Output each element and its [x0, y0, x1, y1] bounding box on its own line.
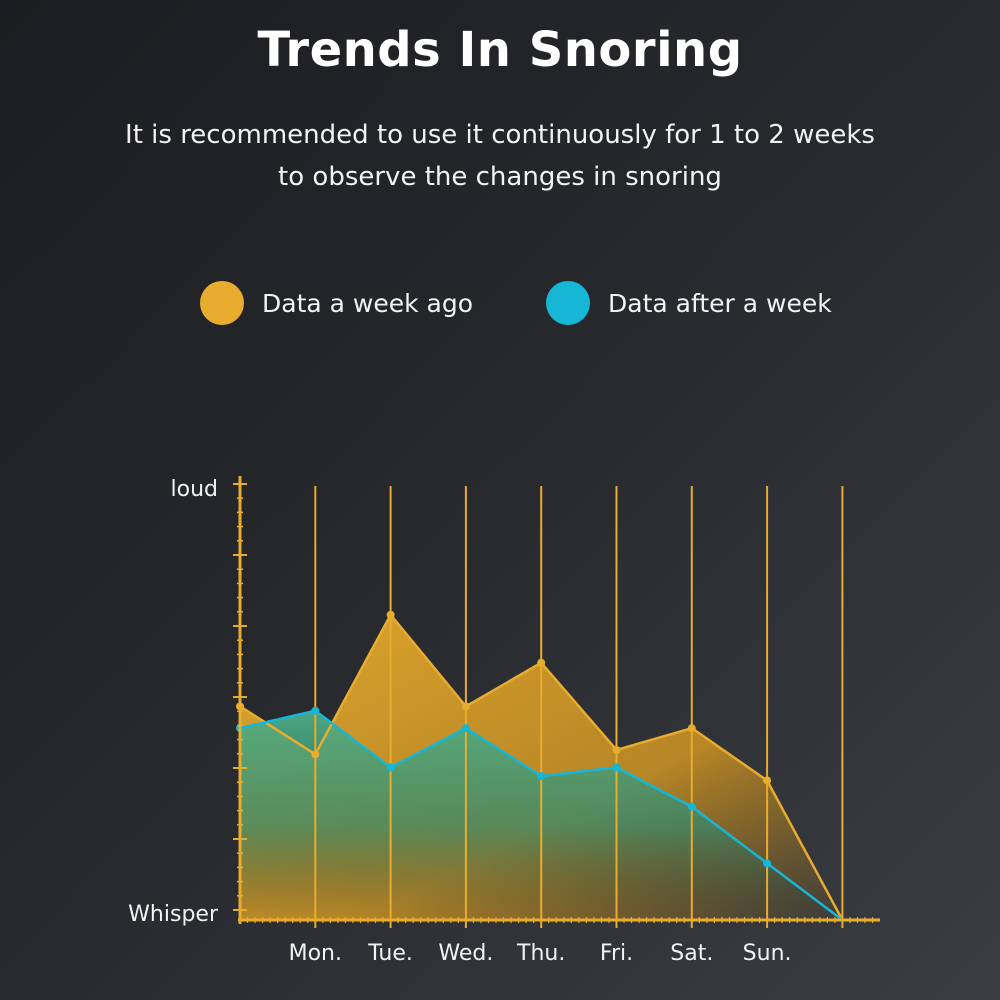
legend-swatch-before — [200, 281, 244, 325]
chart-axes — [233, 476, 880, 924]
x-tick-label-6: Sun. — [743, 941, 792, 966]
series-0-point-2 — [386, 610, 395, 619]
legend-label-before: Data a week ago — [262, 288, 474, 318]
series-1-point-5 — [612, 763, 621, 772]
y-axis-top-label: loud — [171, 477, 218, 502]
page-subtitle: It is recommended to use it continuously… — [125, 120, 875, 192]
series-0-point-1 — [311, 750, 320, 759]
series-1-point-2 — [386, 763, 395, 772]
page-title: Trends In Snoring — [257, 22, 743, 78]
x-tick-label-4: Fri. — [600, 941, 633, 966]
x-tick-label-3: Thu. — [516, 941, 565, 966]
chart-legend: Data a week ago Data after a week — [0, 278, 1000, 328]
x-tick-label-1: Tue. — [367, 941, 413, 966]
series-0-point-5 — [612, 745, 621, 754]
series-1-point-6 — [687, 802, 696, 811]
series-0-point-7 — [763, 776, 772, 785]
x-tick-label-0: Mon. — [289, 941, 342, 966]
legend-item-after: Data after a week — [546, 278, 832, 328]
legend-item-before: Data a week ago — [200, 278, 473, 328]
series-1-point-4 — [537, 772, 546, 781]
series-1-point-1 — [311, 706, 320, 715]
chart-gridlines — [314, 486, 844, 928]
series-0-point-4 — [537, 658, 546, 667]
series-1-point-7 — [763, 859, 772, 868]
chart-labels: loud Whisper Mon. Tue. Wed. Thu. Fri. Sat. Sun… — [128, 477, 791, 966]
series-1-point-3 — [461, 724, 470, 733]
legend-swatch-after — [546, 281, 590, 325]
x-tick-label-2: Wed. — [438, 941, 493, 966]
series-0-point-3 — [461, 702, 470, 711]
x-tick-label-5: Sat. — [670, 941, 713, 966]
series-0-point-6 — [687, 724, 696, 733]
legend-label-after: Data after a week — [608, 288, 832, 318]
y-axis-bottom-label: Whisper — [128, 902, 219, 927]
